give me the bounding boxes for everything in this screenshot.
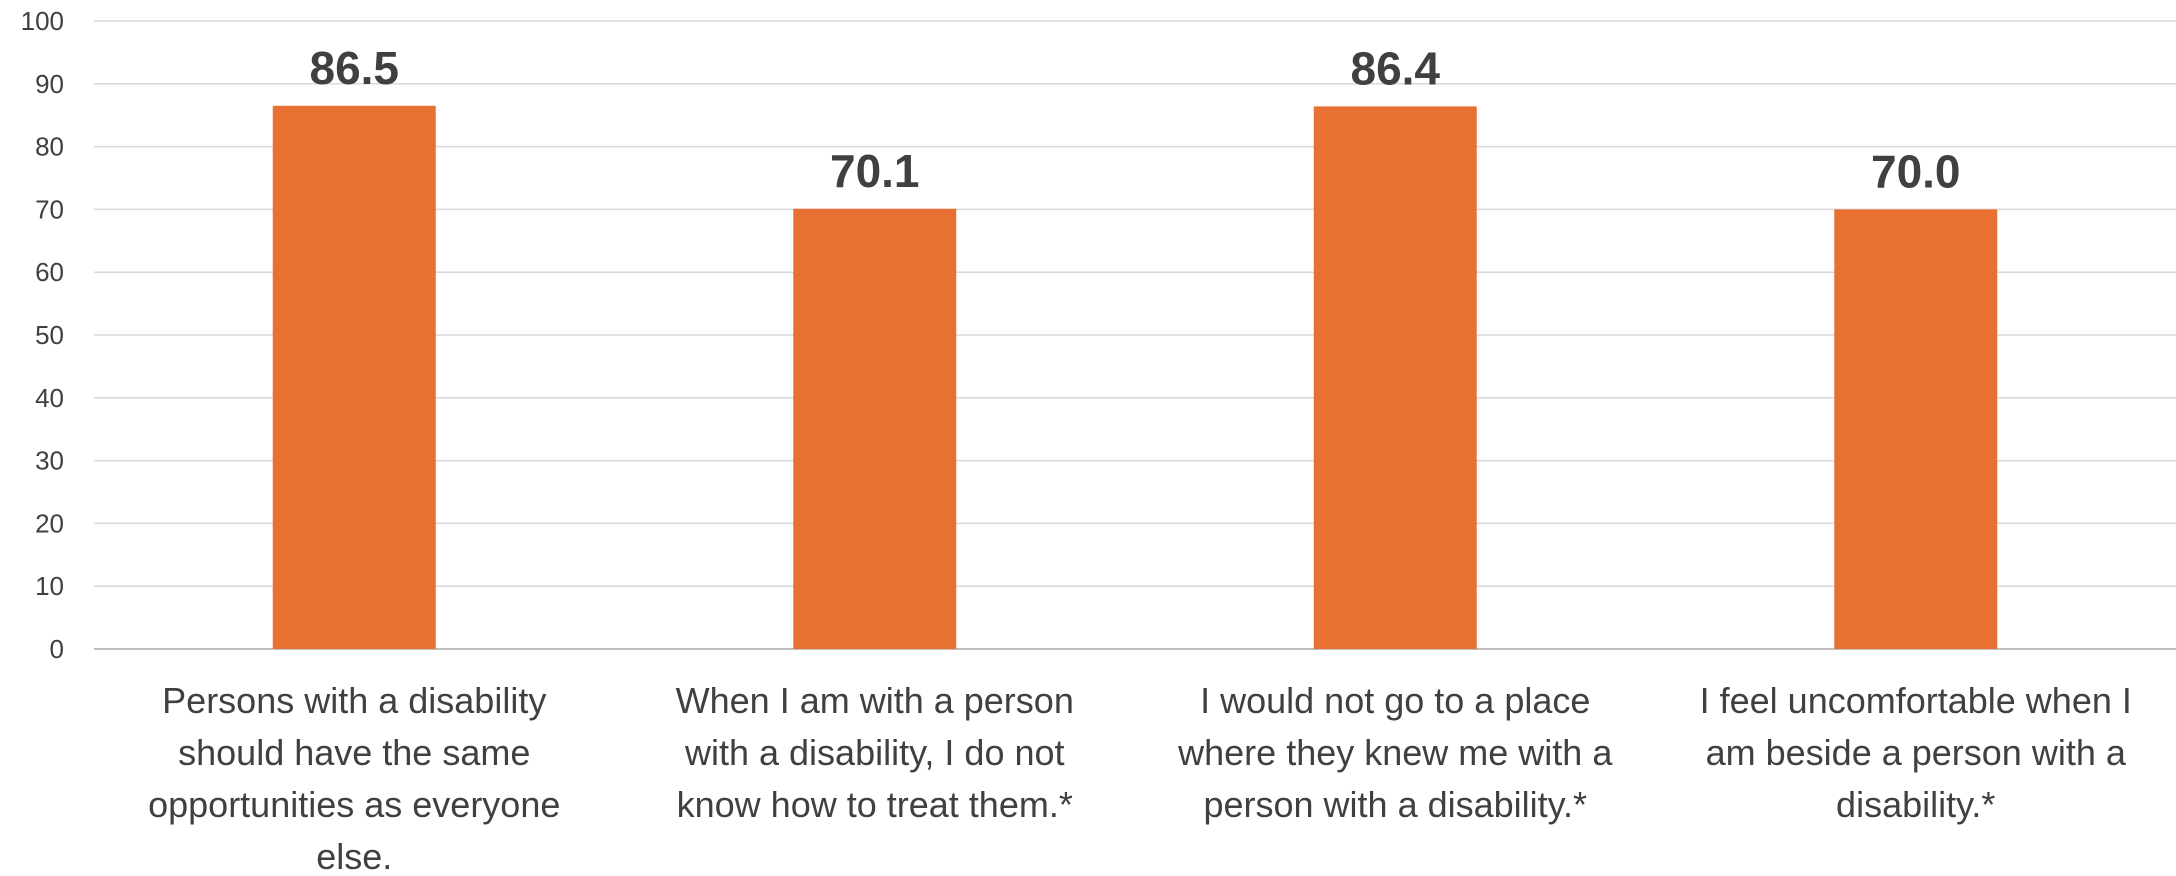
category-label-line: person with a disability.*	[1203, 784, 1587, 825]
category-label-line: opportunities as everyone	[148, 784, 560, 825]
y-tick-label: 90	[35, 69, 64, 99]
category-labels: Persons with a disability should have the…	[148, 680, 2132, 876]
y-axis-ticks: 0 10 20 30 40 50 60 70 80 90 100	[21, 6, 64, 664]
y-tick-label: 80	[35, 132, 64, 162]
category-label: I feel uncomfortable when I am beside a p…	[1700, 680, 2132, 825]
data-label: 70.0	[1871, 145, 1961, 197]
category-label-line: else.	[316, 836, 392, 876]
category-label-line: I feel uncomfortable when I	[1700, 680, 2132, 721]
y-tick-label: 0	[50, 634, 64, 664]
data-labels: 86.5 70.1 86.4 70.0	[309, 42, 1960, 198]
category-label-line: am beside a person with a	[1706, 732, 2127, 773]
data-label: 86.4	[1350, 42, 1440, 94]
y-tick-label: 20	[35, 508, 64, 538]
category-label-line: disability.*	[1836, 784, 1995, 825]
bar	[272, 105, 436, 649]
y-tick-label: 60	[35, 257, 64, 287]
y-tick-label: 30	[35, 446, 64, 476]
category-label-line: know how to treat them.*	[677, 784, 1073, 825]
y-tick-label: 50	[35, 320, 64, 350]
category-label: Persons with a disability should have the…	[148, 680, 560, 876]
category-label-line: When I am with a person	[676, 680, 1074, 721]
category-label-line: I would not go to a place	[1200, 680, 1590, 721]
data-label: 70.1	[830, 145, 920, 197]
bars	[272, 105, 1998, 649]
y-tick-label: 70	[35, 194, 64, 224]
y-tick-label: 10	[35, 571, 64, 601]
gridlines	[94, 20, 2176, 650]
category-label-line: Persons with a disability	[162, 680, 546, 721]
category-label-line: should have the same	[178, 732, 530, 773]
bar	[793, 208, 957, 649]
category-label: I would not go to a place where they knew…	[1177, 680, 1613, 825]
bar	[1834, 209, 1998, 649]
category-label-line: where they knew me with a	[1177, 732, 1613, 773]
y-tick-label: 100	[21, 6, 64, 36]
category-label: When I am with a person with a disability…	[676, 680, 1074, 825]
bar	[1313, 106, 1477, 649]
category-label-line: with a disability, I do not	[684, 732, 1065, 773]
data-label: 86.5	[309, 42, 399, 94]
y-tick-label: 40	[35, 383, 64, 413]
